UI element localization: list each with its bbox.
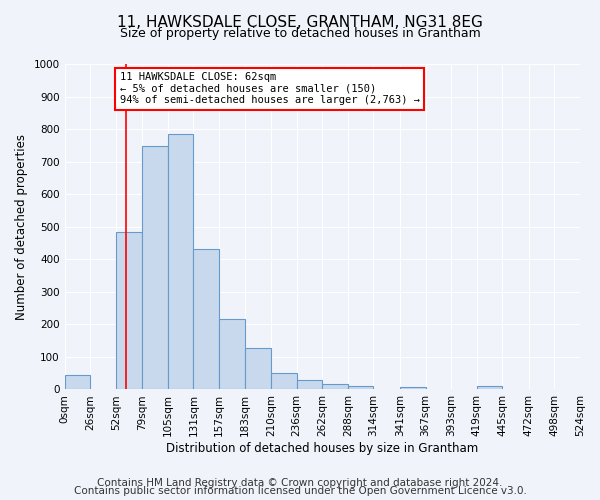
Bar	[193, 248, 219, 390]
Text: Contains HM Land Registry data © Crown copyright and database right 2024.: Contains HM Land Registry data © Crown c…	[97, 478, 503, 488]
Bar	[168, 134, 193, 390]
Text: 11 HAWKSDALE CLOSE: 62sqm
← 5% of detached houses are smaller (150)
94% of semi-: 11 HAWKSDALE CLOSE: 62sqm ← 5% of detach…	[119, 72, 419, 106]
Bar	[348, 386, 373, 390]
Text: Size of property relative to detached houses in Grantham: Size of property relative to detached ho…	[119, 28, 481, 40]
Bar	[271, 372, 296, 390]
Bar	[477, 386, 502, 390]
X-axis label: Distribution of detached houses by size in Grantham: Distribution of detached houses by size …	[166, 442, 478, 455]
Y-axis label: Number of detached properties: Number of detached properties	[15, 134, 28, 320]
Bar	[116, 232, 142, 390]
Bar	[245, 348, 271, 390]
Bar	[400, 387, 425, 390]
Bar	[65, 375, 90, 390]
Bar	[142, 146, 168, 390]
Bar	[296, 380, 322, 390]
Bar	[322, 384, 348, 390]
Bar	[219, 318, 245, 390]
Text: 11, HAWKSDALE CLOSE, GRANTHAM, NG31 8EG: 11, HAWKSDALE CLOSE, GRANTHAM, NG31 8EG	[117, 15, 483, 30]
Text: Contains public sector information licensed under the Open Government Licence v3: Contains public sector information licen…	[74, 486, 526, 496]
